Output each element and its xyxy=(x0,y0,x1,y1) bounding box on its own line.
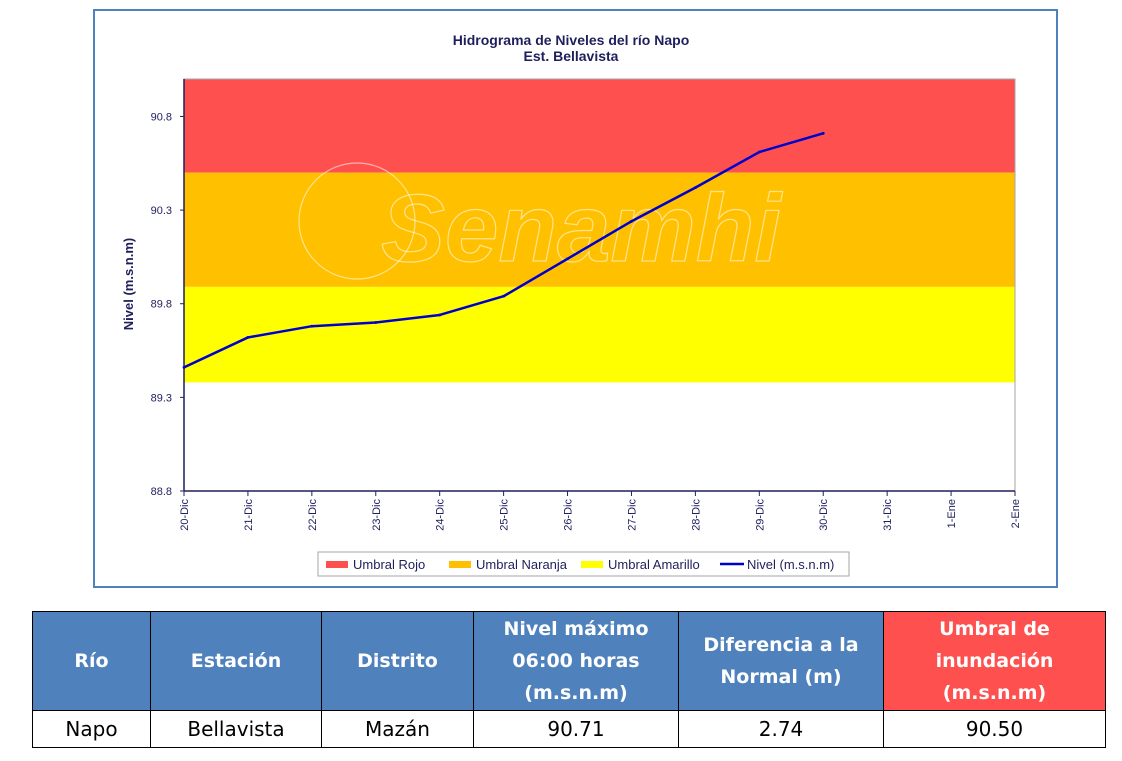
series-point-0-7 xyxy=(630,219,633,223)
watermark-logo-text: Senamhi xyxy=(381,175,783,282)
legend-label-0: Umbral Rojo xyxy=(353,557,425,572)
table-header-row: Río Estación Distrito Nivel máximo 06:00… xyxy=(32,611,1106,711)
cell-rio: Napo xyxy=(32,710,151,748)
x-tick-label-5: 25-Dic xyxy=(499,499,511,531)
header-estacion: Estación xyxy=(150,611,322,711)
x-tick-label-7: 27-Dic xyxy=(626,499,638,531)
series-point-0-5 xyxy=(502,294,506,298)
y-tick-label-4: 90.8 xyxy=(151,111,172,123)
table-row: Napo Bellavista Mazán 90.71 2.74 90.50 xyxy=(32,710,1106,748)
header-distrito: Distrito xyxy=(321,611,474,711)
y-tick-label-2: 89.8 xyxy=(151,299,172,311)
legend-label-3: Nivel (m.s.n.m) xyxy=(747,557,834,572)
series-point-0-0 xyxy=(182,366,186,369)
x-tick-label-3: 23-Dic xyxy=(371,499,383,531)
series-point-0-8 xyxy=(693,186,697,190)
x-tick-label-9: 29-Dic xyxy=(754,499,766,531)
chart-frame: Hidrograma de Niveles del río Napo Est. B… xyxy=(93,9,1058,588)
legend-swatch-1 xyxy=(449,561,471,568)
legend-swatch-0 xyxy=(326,561,348,568)
cell-nivel-maximo: 90.71 xyxy=(473,710,679,748)
header-nivel-maximo: Nivel máximo 06:00 horas (m.s.n.m) xyxy=(473,611,679,711)
cell-diferencia-normal: 2.74 xyxy=(678,710,884,748)
x-tick-label-8: 28-Dic xyxy=(690,499,702,531)
station-data-table: Río Estación Distrito Nivel máximo 06:00… xyxy=(32,611,1106,748)
series-point-0-4 xyxy=(438,313,442,317)
series-point-0-9 xyxy=(757,150,761,154)
x-tick-label-4: 24-Dic xyxy=(435,499,447,531)
legend-label-2: Umbral Amarillo xyxy=(608,557,700,572)
watermark-sun-icon xyxy=(298,162,416,280)
chart-subtitle: Est. Bellavista xyxy=(524,48,619,64)
series-point-0-2 xyxy=(310,324,314,328)
cell-distrito: Mazán xyxy=(321,710,474,748)
cell-estacion: Bellavista xyxy=(150,710,322,748)
y-tick-label-3: 90.3 xyxy=(151,205,172,217)
y-axis-label: Nivel (m.s.n.m) xyxy=(121,238,136,330)
x-tick-label-6: 26-Dic xyxy=(563,499,575,531)
x-tick-label-12: 1-Ene xyxy=(946,499,958,528)
x-tick-label-2: 22-Dic xyxy=(307,499,319,531)
x-tick-label-10: 30-Dic xyxy=(818,499,830,531)
x-tick-label-0: 20-Dic xyxy=(179,499,191,531)
legend-swatch-2 xyxy=(581,561,603,568)
y-tick-label-1: 89.3 xyxy=(151,392,172,404)
legend-label-1: Umbral Naranja xyxy=(476,557,568,572)
header-diferencia-normal: Diferencia a la Normal (m) xyxy=(678,611,884,711)
series-point-0-10 xyxy=(821,131,825,135)
header-rio: Río xyxy=(32,611,151,711)
x-tick-label-13: 2-Ene xyxy=(1010,499,1022,528)
threshold-band-2 xyxy=(184,286,1015,383)
header-umbral-inundacion: Umbral de inundación (m.s.n.m) xyxy=(883,611,1106,711)
cell-umbral-inundacion: 90.50 xyxy=(883,710,1106,748)
series-point-0-6 xyxy=(566,257,569,261)
chart-title: Hidrograma de Niveles del río Napo xyxy=(453,32,690,48)
series-point-0-3 xyxy=(374,321,378,324)
y-tick-label-0: 88.8 xyxy=(151,486,172,498)
series-point-0-1 xyxy=(246,336,250,339)
threshold-band-0 xyxy=(184,79,1015,173)
x-tick-label-1: 21-Dic xyxy=(243,499,255,531)
x-tick-label-11: 31-Dic xyxy=(882,499,894,531)
